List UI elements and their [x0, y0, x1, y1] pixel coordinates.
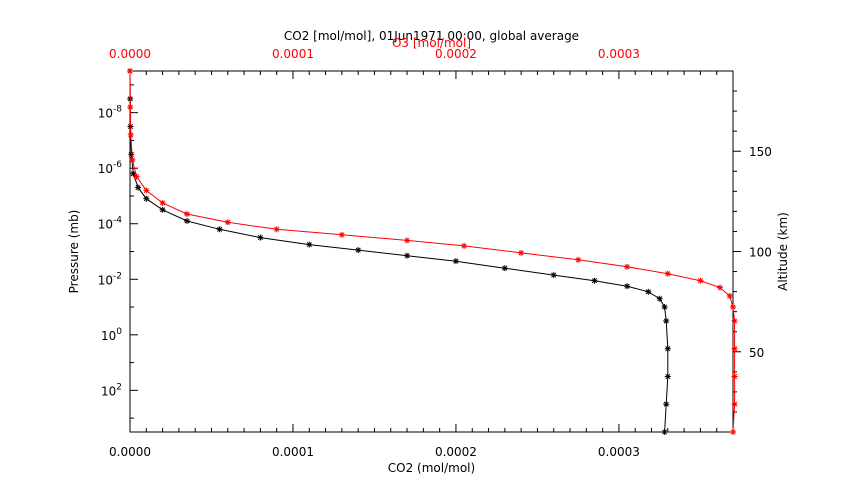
- series-0-point-14: [355, 247, 362, 254]
- series-1-point-4: [731, 317, 738, 324]
- series-0-point-18: [184, 218, 190, 224]
- series-0-point-4: [663, 317, 670, 324]
- series-1-point-8: [697, 277, 704, 284]
- series-1-point-24: [127, 104, 134, 111]
- series-0-point-11: [501, 265, 508, 272]
- y-tick-label-1: 10-6: [98, 160, 123, 176]
- series-0-point-8: [624, 283, 631, 290]
- series-1-point-17: [224, 219, 231, 226]
- series-1-point-2: [731, 373, 738, 380]
- series-1-point-23: [127, 131, 134, 138]
- y-axis-label: Pressure (mb): [67, 210, 81, 294]
- x2-tick-label-0: 0.0000: [109, 47, 151, 61]
- x-tick-label-0: 0.0000: [109, 445, 151, 459]
- series-1-point-25: [127, 68, 133, 74]
- series-1-point-9: [664, 270, 671, 277]
- series-1-point-20: [143, 187, 150, 194]
- series-0-point-6: [656, 295, 663, 302]
- y2-axis-label: Altitude (km): [776, 212, 790, 291]
- y-tick-label-3: 10-2: [98, 271, 122, 287]
- x2-tick-label-3: 0.0003: [598, 47, 640, 61]
- series-1-point-19: [159, 199, 166, 206]
- series-1-point-10: [624, 263, 631, 270]
- series-0-point-16: [257, 234, 264, 241]
- series-0-point-7: [645, 288, 652, 295]
- plot-frame: [129, 70, 734, 433]
- y2-tick-label-0: 50: [749, 346, 764, 360]
- series-0-line: [129, 70, 669, 433]
- series-0-point-13: [404, 252, 411, 259]
- series-0-point-12: [452, 258, 459, 265]
- series-1-point-16: [273, 226, 280, 233]
- series-0-point-9: [591, 277, 598, 284]
- series-0-point-2: [664, 373, 671, 380]
- y-tick-label-2: 10-4: [98, 216, 123, 232]
- series-0-point-5: [661, 304, 668, 310]
- series-1-point-6: [726, 292, 733, 299]
- x-tick-label-1: 0.0001: [272, 445, 314, 459]
- series-0-point-17: [216, 226, 223, 233]
- series-1-point-5: [730, 304, 736, 310]
- x2-tick-label-1: 0.0001: [272, 47, 314, 61]
- series-0-point-10: [550, 272, 557, 279]
- series-1-point-13: [461, 242, 468, 249]
- x-tick-label-3: 0.0003: [598, 445, 640, 459]
- series-1-point-22: [129, 156, 136, 163]
- series-1-point-14: [404, 237, 411, 244]
- series-0-point-21: [135, 184, 142, 191]
- y2-tick-label-2: 150: [749, 145, 772, 159]
- x-tick-label-2: 0.0002: [435, 445, 477, 459]
- series-0-point-23: [128, 151, 135, 158]
- series-0-point-19: [159, 206, 166, 213]
- series-1-point-0: [730, 429, 736, 435]
- series-0-point-1: [663, 401, 670, 408]
- x2-axis-label: O3 [mol/mol]: [392, 36, 471, 50]
- series-1-point-18: [184, 211, 190, 217]
- y-tick-label-5: 102: [101, 382, 122, 398]
- series-1-point-12: [518, 249, 525, 256]
- x2-tick-label-2: 0.0002: [435, 47, 477, 61]
- chart-title: CO2 [mol/mol], 01Jun1971 00:00, global a…: [284, 29, 579, 43]
- x-axis-label: CO2 (mol/mol): [388, 461, 475, 475]
- series-0-point-3: [664, 345, 671, 352]
- series-1-point-11: [575, 256, 582, 263]
- series-1-point-15: [338, 231, 345, 238]
- y2-tick-label-1: 100: [749, 246, 772, 260]
- y-tick-label-0: 10-8: [98, 105, 123, 121]
- series-1-point-3: [731, 345, 738, 352]
- series-0-point-20: [143, 195, 150, 202]
- series-0-point-15: [306, 241, 313, 248]
- series-1-line: [129, 70, 736, 433]
- series-0-point-0: [661, 429, 668, 435]
- series-1-point-1: [731, 401, 738, 408]
- series-1-point-7: [717, 284, 723, 291]
- series-1-point-21: [133, 173, 140, 180]
- y-tick-label-4: 100: [101, 327, 122, 343]
